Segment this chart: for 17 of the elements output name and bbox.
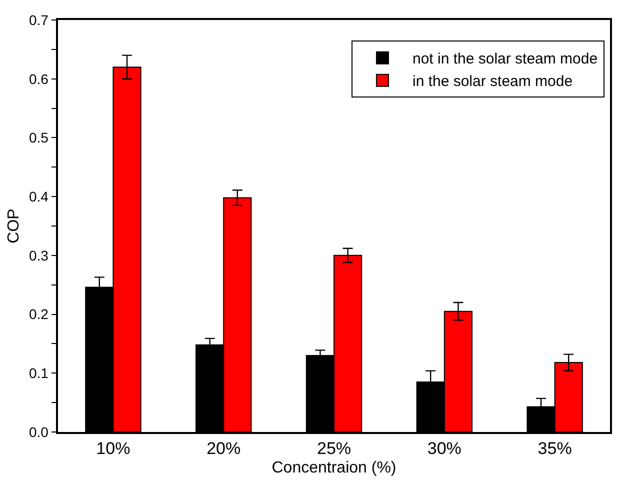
y-tick-label: 0.5 [28, 130, 49, 146]
legend-label: not in the solar steam mode [412, 50, 598, 68]
y-axis-title: COP [5, 208, 22, 244]
x-tick-label: 20% [206, 439, 241, 458]
x-tick-label: 10% [96, 439, 130, 458]
x-axis-title: Concentraion (%) [272, 459, 396, 476]
y-tick-label: 0.2 [28, 306, 49, 322]
y-tick-label: 0.4 [28, 188, 49, 204]
x-tick-label: 30% [427, 439, 462, 458]
x-tick-label: 35% [538, 439, 572, 458]
x-tick-label: 25% [316, 439, 352, 458]
legend-label: in the solar steam mode [412, 73, 573, 90]
y-tick-label: 0.7 [28, 12, 49, 28]
y-tick-label: 0.0 [28, 424, 49, 440]
y-tick-label: 0.3 [28, 247, 49, 264]
y-tick-label: 0.6 [28, 70, 49, 87]
y-tick-label: 0.1 [28, 365, 49, 382]
